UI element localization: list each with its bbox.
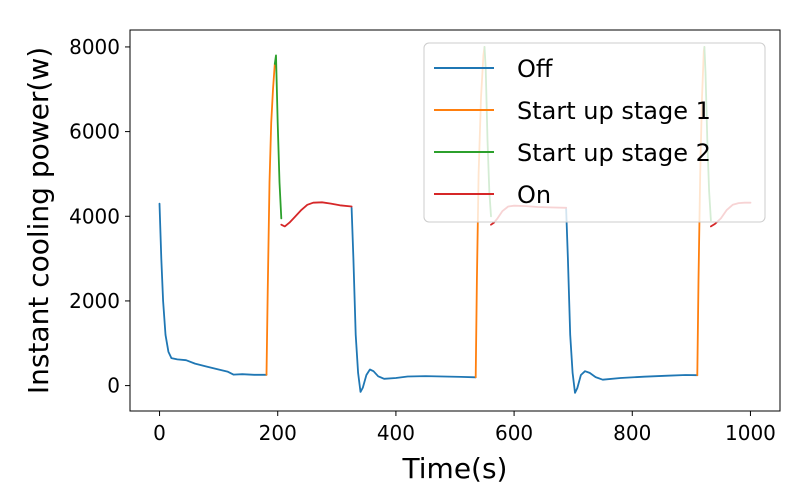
series-on-segment-1: [280, 201, 353, 228]
legend-box: [423, 42, 766, 223]
x-tick-label: 800: [613, 421, 651, 445]
plot-frame: [129, 29, 781, 412]
x-tick-label: 400: [377, 421, 415, 445]
legend: Off Start up stage 1 Start up stage 2 On: [423, 42, 766, 223]
x-axis-title: Time(s): [402, 452, 508, 485]
x-tick-label: 600: [495, 421, 533, 445]
legend-label: Start up stage 1: [517, 97, 711, 125]
series-off-segment-2: [350, 206, 477, 393]
y-tick-label: 2000: [69, 289, 120, 313]
series-off-segment-3: [565, 206, 699, 394]
legend-label: Start up stage 2: [517, 139, 711, 167]
y-tick-label: 8000: [69, 35, 120, 59]
x-axis-ticks: 0 200 400 600 800 1000: [153, 411, 776, 445]
x-tick-label: 200: [259, 421, 297, 445]
x-tick-label: 0: [153, 421, 166, 445]
y-tick-label: 0: [107, 374, 120, 398]
x-tick-label: 1000: [725, 421, 776, 445]
series-start-up-stage-2-segment-1: [273, 54, 283, 220]
y-axis-ticks: 0 2000 4000 6000 8000: [69, 35, 130, 398]
legend-label: On: [517, 181, 551, 209]
series-off-segment-1: [158, 202, 268, 376]
y-tick-label: 6000: [69, 120, 120, 144]
y-axis-title: Instant cooling power(w): [22, 47, 55, 394]
series-start-up-stage-1-segment-1: [265, 63, 276, 376]
y-tick-label: 4000: [69, 204, 120, 228]
legend-label: Off: [517, 55, 553, 83]
